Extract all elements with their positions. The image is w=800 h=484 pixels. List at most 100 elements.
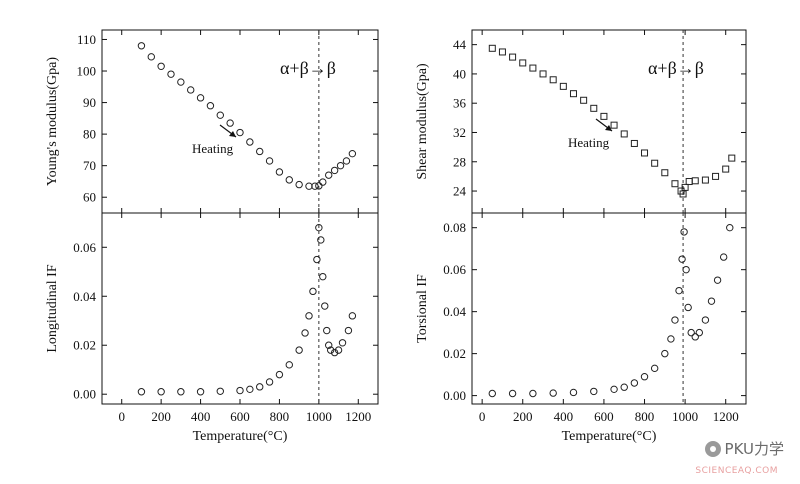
data-point: [246, 385, 254, 394]
data-point: [206, 102, 215, 110]
data-point: [685, 178, 693, 186]
x-axis-label: Temperature(°C): [193, 429, 288, 444]
data-point: [147, 53, 155, 61]
data-point: [311, 182, 319, 190]
data-point: [610, 385, 618, 394]
data-point: [319, 178, 327, 186]
data-point: [348, 312, 357, 320]
plot-frame: [471, 212, 747, 405]
data-point: [167, 70, 175, 78]
y-tick-label: 24: [453, 184, 467, 199]
data-point: [216, 387, 224, 395]
data-point: [569, 388, 578, 397]
y-tick-label: 60: [83, 190, 96, 205]
data-point: [305, 312, 313, 320]
y-tick-label: 32: [453, 125, 466, 140]
data-point: [679, 190, 687, 198]
data-point: [256, 383, 264, 391]
data-point: [671, 316, 679, 324]
y-axis-label: Shear modulus(Gpa): [415, 63, 430, 180]
data-point: [681, 183, 689, 191]
data-point: [610, 121, 618, 129]
data-point: [330, 166, 339, 175]
data-point: [509, 53, 517, 61]
data-point: [722, 165, 730, 173]
data-point: [325, 171, 333, 179]
heating-arrowhead: [605, 125, 612, 131]
x-tick-label: 200: [513, 409, 533, 424]
data-point: [226, 119, 234, 127]
watermark-site: SCIENCEAQ.COM: [695, 466, 778, 476]
data-point: [519, 59, 527, 67]
y-tick-label: 90: [83, 95, 96, 110]
y-tick-label: 0.04: [73, 289, 96, 304]
data-point: [539, 70, 547, 78]
x-tick-label: 0: [479, 409, 486, 424]
data-point: [569, 90, 577, 98]
y-tick-label: 100: [77, 64, 97, 79]
data-point: [285, 361, 293, 369]
data-point: [661, 169, 669, 177]
data-point: [559, 82, 567, 90]
y-tick-label: 0.00: [73, 387, 96, 402]
data-point: [326, 346, 335, 354]
phase-annotation: α+β→β: [648, 58, 704, 78]
panel-right-top: 24 28 32 36 40 44 Shear modulus(Gpa) α+β→β Heati…: [415, 29, 747, 214]
x-tick-label: 1200: [345, 409, 371, 424]
panel-left-top: 60 70 80 90 100 110 Young's modulus(Gpa) α+β→β H…: [45, 29, 379, 214]
data-point: [691, 177, 699, 185]
data-point: [549, 76, 557, 84]
data-point: [301, 329, 309, 337]
y-tick-label: 0.06: [443, 262, 466, 277]
data-point: [187, 86, 195, 94]
data-point: [246, 138, 254, 146]
data-point: [236, 128, 244, 137]
data-point: [216, 111, 224, 119]
data-point: [620, 130, 628, 138]
y-tick-label: 0.02: [443, 346, 466, 361]
y-tick-label: 36: [453, 96, 467, 111]
data-point: [275, 370, 284, 379]
data-point: [680, 228, 688, 236]
y-axis-label: Young's modulus(Gpa): [45, 57, 60, 186]
y-tick-label: 0.00: [443, 388, 466, 403]
data-point: [529, 389, 537, 398]
plot-frame: [101, 212, 379, 405]
data-point: [196, 94, 205, 102]
data-point: [640, 373, 649, 381]
plot-frame: [471, 29, 747, 214]
data-point: [315, 182, 323, 190]
data-point: [695, 328, 704, 337]
data-point: [671, 180, 679, 188]
y-tick-label: 0.06: [73, 240, 96, 255]
data-point: [321, 302, 329, 310]
x-tick-label: 800: [270, 409, 290, 424]
data-point: [315, 223, 323, 232]
data-point: [590, 104, 598, 112]
data-point: [157, 388, 165, 396]
y-tick-label: 44: [453, 37, 467, 52]
data-point: [236, 386, 244, 395]
data-point: [334, 346, 343, 354]
watermark: PKU力学: [704, 438, 784, 459]
data-point: [319, 272, 327, 281]
data-point: [336, 161, 345, 170]
data-point: [256, 147, 264, 156]
data-point: [701, 316, 710, 324]
data-point: [580, 96, 588, 104]
x-tick-label: 400: [191, 409, 211, 424]
data-point: [498, 48, 506, 56]
data-point: [651, 159, 659, 167]
plot-frame: [101, 29, 379, 214]
x-tick-label: 600: [230, 409, 250, 424]
data-point: [719, 253, 728, 261]
data-point: [712, 172, 720, 180]
data-point: [488, 44, 496, 52]
x-tick-label: 1200: [713, 409, 739, 424]
heating-arrowhead: [229, 131, 236, 137]
panel-left-bottom: 0 200 400 600 800 1000 1200 0.00 0.02 0.04 0.06 Lon…: [45, 212, 379, 444]
data-point: [137, 42, 146, 50]
data-point: [342, 157, 351, 165]
phase-annotation: α+β→β: [280, 58, 336, 78]
data-point: [684, 303, 692, 312]
